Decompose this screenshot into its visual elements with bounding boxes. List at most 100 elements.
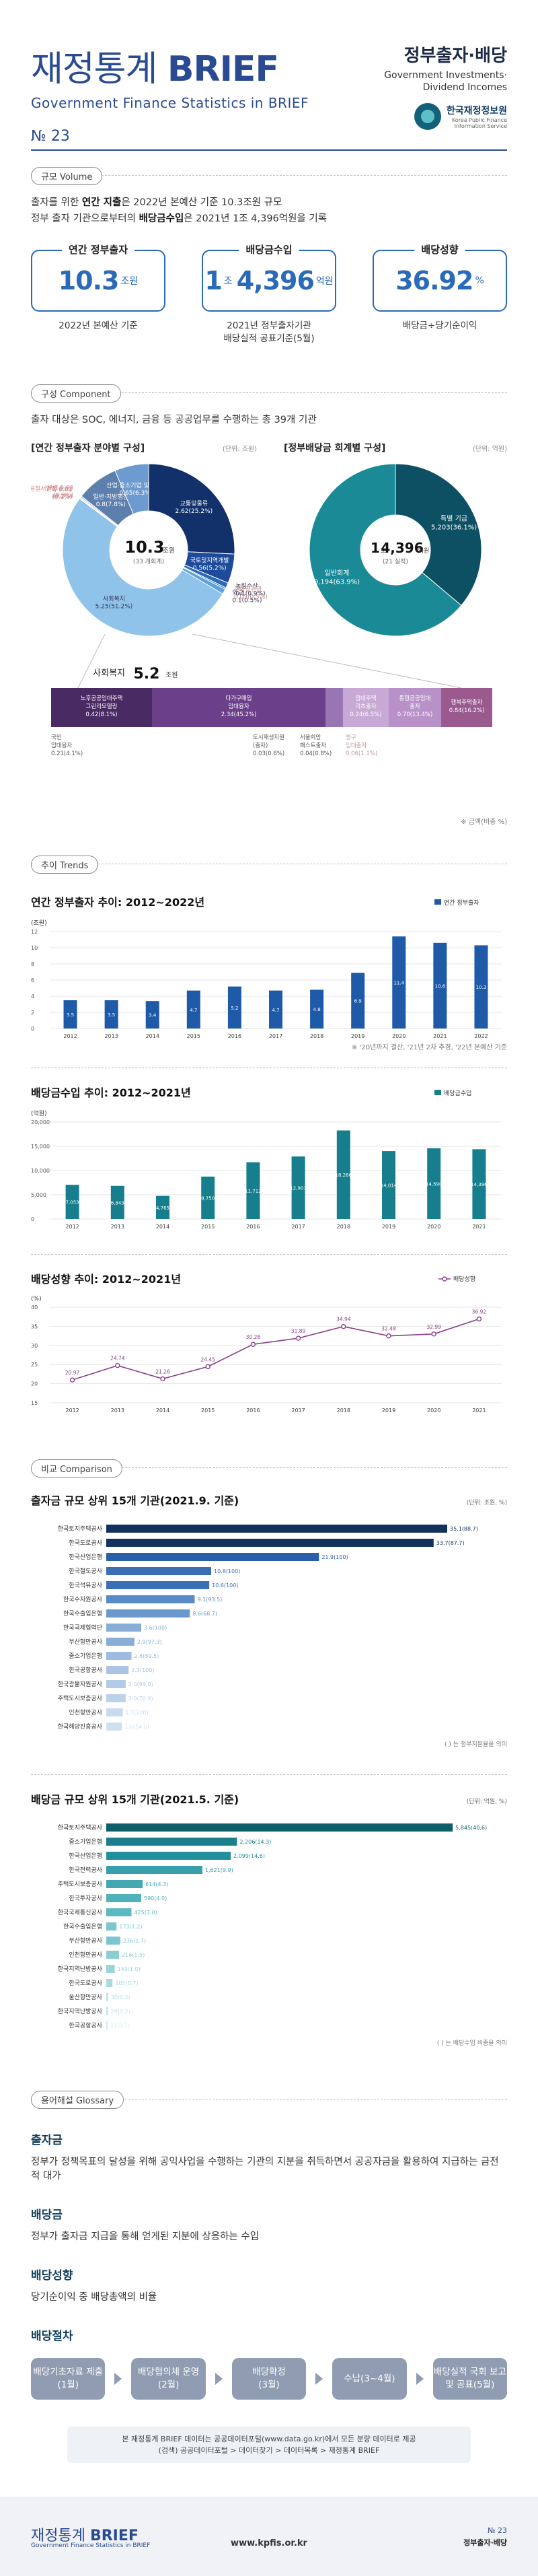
bar-value-label: 3.5 <box>108 1012 115 1018</box>
bar-value-label: 105(0.7) <box>115 1980 138 1986</box>
bar-value-label: 10.6(100) <box>212 1582 238 1589</box>
pie-value: (0.2%) <box>52 493 73 500</box>
y-tick-label: 35 <box>31 1323 38 1329</box>
x-tick-label: 2020 <box>427 1224 440 1230</box>
chart-note: ( ) 는 배당수입 비중을 의미 <box>437 2039 507 2047</box>
x-tick-label: 2019 <box>351 1033 364 1039</box>
bar <box>186 990 200 1029</box>
welfare-segment-label: 임대융자 <box>51 742 72 749</box>
bar <box>106 1908 132 1916</box>
y-tick-label: 한국석유공사 <box>69 1582 102 1589</box>
data-point <box>250 1342 256 1347</box>
pie-label: 문화및관광 <box>234 586 262 594</box>
welfare-segment <box>51 688 152 727</box>
glossary-term: 배당성향 당기순이익 중 배당총액의 비율 <box>31 2269 157 2303</box>
section-tag-component: 구성 Component <box>31 384 121 403</box>
kpi-value: 4,396 <box>236 266 315 295</box>
welfare-label: 사회복지 <box>93 668 125 678</box>
bar <box>351 973 365 1029</box>
data-label: 32.99 <box>426 1324 441 1330</box>
welfare-segment-label: 행복주택출자 <box>451 699 483 706</box>
y-tick-label: 한국산업은행 <box>69 1852 102 1860</box>
y-tick-label: 40 <box>31 1304 38 1311</box>
bar-value-label: 2.0(70.9) <box>128 1696 153 1702</box>
bar-value-label: 18,266 <box>336 1173 352 1178</box>
bar <box>291 1156 305 1219</box>
welfare-segment <box>152 688 325 727</box>
bar <box>106 1951 120 1959</box>
bar-value-label: 2.3(100) <box>131 1667 154 1673</box>
dividend-process: 배당기초자료 제출 (1월) 배당협의체 운영 (2월) 배당확정 (3월) 수납(3… <box>31 2358 508 2400</box>
section-tag-comparison: 비교 Comparison <box>31 1459 122 1477</box>
bar-value-label: 143(1.0) <box>118 1966 141 1972</box>
bar-value-label: 2.0(99.0) <box>128 1681 153 1687</box>
x-tick-label: 2013 <box>111 1224 124 1230</box>
bar-value-label: 21.9(100) <box>321 1554 348 1560</box>
bar <box>106 1838 237 1846</box>
data-label: 24.74 <box>110 1356 125 1362</box>
data-label: 31.89 <box>291 1328 306 1334</box>
x-tick-label: 2019 <box>382 1224 395 1230</box>
volume-text: 출자를 위한 연간 지출은 2022년 본예산 기준 10.3조원 규모 정부 … <box>31 197 328 224</box>
investment-trend-note: ※ '20년까지 결산, '21년 2차 추경, '22년 본예산 기준 <box>352 1044 507 1051</box>
y-tick-label: 0 <box>31 1026 34 1032</box>
bar <box>392 936 406 1029</box>
left-chart-unit: (단위: 조원) <box>223 444 257 453</box>
bar <box>106 1823 453 1832</box>
bar-value-label: 4,765 <box>156 1206 169 1211</box>
bar <box>106 1852 231 1860</box>
bar <box>472 1149 486 1219</box>
glossary-term: 배당금 정부가 출자금 지급을 통해 얻게된 지분에 상응하는 수입 <box>31 2208 260 2242</box>
welfare-segment-label: 0.84(16.2%) <box>449 707 485 714</box>
bar <box>106 1595 195 1603</box>
glossary-section: 용어해설 Glossary 출자금 정부가 정책목표의 달성을 위해 공익사업을 … <box>0 2091 538 2463</box>
bar-value-label: 6,843 <box>111 1200 124 1206</box>
y-tick-label: 한국광물자원공사 <box>58 1680 103 1688</box>
axis-unit: (억원) <box>31 1109 47 1117</box>
chart-title: 배당성향 추이: 2012~2021년 <box>31 1273 181 1286</box>
arrow-right-icon <box>416 2373 424 2385</box>
org-emblem-icon <box>414 103 441 130</box>
bar-value-label: 6.9 <box>354 999 362 1004</box>
pie-label: 교육 0.01 <box>46 486 72 493</box>
bar-value-label: 33.7(87.7) <box>436 1540 465 1546</box>
welfare-segment-label: 0.24(6.5%) <box>350 711 381 718</box>
x-tick-label: 2021 <box>472 1224 486 1230</box>
pie-value: (0.1%) <box>52 494 72 501</box>
bar-value-label: 614(4.3) <box>145 1881 168 1887</box>
y-tick-label: 5,000 <box>31 1192 46 1198</box>
footer-url[interactable]: www.kpfis.or.kr <box>231 2538 307 2548</box>
bar-value-label: 3.5 <box>67 1012 74 1018</box>
bar-value-label: 3.6(100) <box>144 1625 167 1631</box>
x-tick-label: 2014 <box>156 1407 169 1414</box>
pie-label: 농림수산 <box>235 582 258 590</box>
process-step: 수납(3~4월) <box>332 2358 407 2400</box>
pie-label: 일반회계 <box>325 569 350 577</box>
header-topic: 정부출자·배당 Government Investments· Dividend … <box>384 42 507 130</box>
x-tick-label: 2012 <box>65 1224 79 1230</box>
volume-section: 규모 Volume 출자를 위한 연간 지출은 2022년 본예산 기준 10.… <box>0 167 538 345</box>
bar-value-label: 10.6 <box>435 983 446 989</box>
x-tick-label: 2014 <box>146 1033 159 1039</box>
pie-value: 9,194(63.9%) <box>314 578 360 586</box>
bar-value-label: 173(1.2) <box>119 1924 142 1930</box>
x-tick-label: 2013 <box>104 1033 118 1039</box>
component-text: 출자 대상은 SOC, 에너지, 금융 등 공공업무를 수행하는 총 39개 기… <box>31 415 317 425</box>
data-label: 24.45 <box>200 1356 215 1362</box>
y-tick-label: 8 <box>31 961 34 967</box>
bar-value-label: 30(0.2) <box>111 1994 130 2000</box>
bar-value-label: 236(1.7) <box>123 1938 146 1944</box>
y-tick-label: 12 <box>31 929 38 935</box>
bar <box>106 1880 143 1888</box>
bar <box>106 1993 108 2001</box>
bar-value-label: 3.4 <box>149 1013 157 1018</box>
series-line <box>72 1318 479 1381</box>
x-tick-label: 2016 <box>246 1224 260 1230</box>
bar <box>106 1624 141 1632</box>
y-tick-label: 한국지역난방공사 <box>58 1965 103 1973</box>
data-source-note: 본 재정통계 BRIEF 데이터는 공공데이터포털(www.data.go.kr… <box>67 2427 471 2463</box>
bar <box>110 1185 124 1219</box>
bar <box>106 1965 115 1973</box>
x-tick-label: 2012 <box>63 1033 77 1039</box>
donut-center-sub: (33 개회계) <box>133 557 164 565</box>
